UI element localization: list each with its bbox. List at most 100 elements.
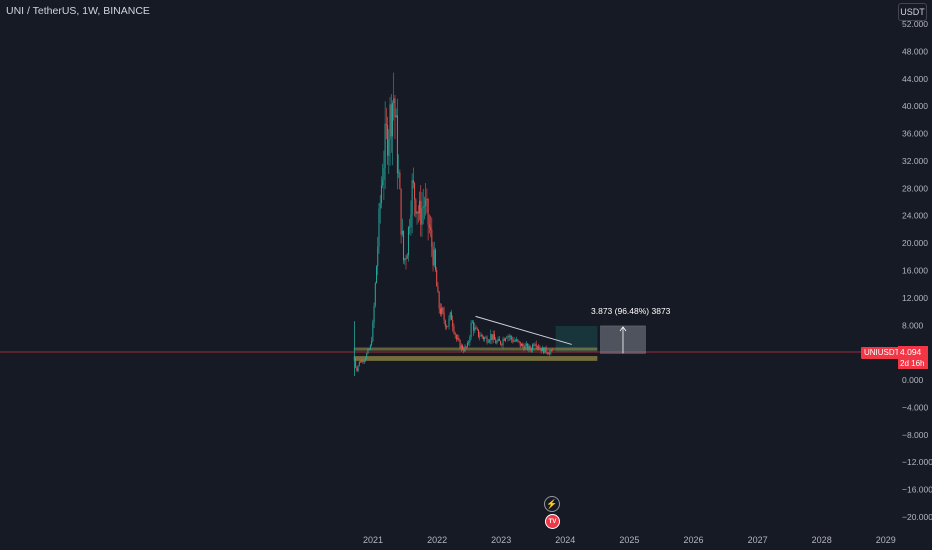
candle — [376, 265, 378, 284]
candle — [430, 215, 432, 238]
candle-body — [403, 230, 405, 261]
candle-body — [356, 367, 358, 371]
candle-body — [394, 98, 396, 118]
candle — [519, 341, 521, 348]
price-axis[interactable]: 52.000 48.000 44.000 40.000 36.000 32.000 28.0… — [902, 19, 932, 522]
candle-body — [441, 307, 443, 315]
time-axis[interactable]: 2021 2022 2023 2024 2025 2026 2027 2028 2029 — [363, 535, 896, 545]
candle-body — [479, 336, 481, 338]
candle-body — [493, 334, 495, 340]
candle-body — [384, 123, 386, 169]
candle-body — [486, 337, 488, 343]
candle — [425, 182, 427, 216]
candle — [450, 309, 452, 321]
candle-body — [541, 347, 543, 352]
currency-badge[interactable]: USDT — [898, 3, 927, 21]
candle — [358, 361, 360, 367]
x-tick-label: 2023 — [491, 535, 511, 545]
candle — [427, 198, 429, 241]
y-tick-label: 8.000 — [902, 320, 924, 330]
candle-body — [492, 334, 494, 340]
candle-body — [524, 345, 526, 350]
x-tick-label: 2027 — [748, 535, 768, 545]
y-tick-label: 12.000 — [902, 293, 928, 303]
candle — [455, 333, 457, 342]
x-tick-label: 2025 — [619, 535, 639, 545]
x-tick-label: 2026 — [683, 535, 703, 545]
candle-body — [523, 346, 525, 350]
candle-body — [458, 338, 460, 341]
candle — [491, 334, 493, 344]
candle-body — [382, 180, 384, 186]
candle-body — [539, 347, 541, 349]
candle-body — [551, 349, 553, 352]
candle-body — [372, 322, 374, 341]
drawing-layer — [0, 315, 897, 361]
flash-icon[interactable]: ⚡ — [544, 496, 560, 512]
candle-body — [428, 224, 430, 228]
candle-body — [464, 346, 466, 352]
candle-body — [509, 336, 511, 338]
y-tick-label: −12.000 — [902, 457, 932, 467]
candle-body — [471, 322, 473, 324]
candle-body — [378, 208, 380, 247]
candle-body — [484, 337, 486, 340]
candle-body — [508, 336, 510, 337]
candle-body — [476, 328, 478, 330]
candle-body — [431, 229, 433, 247]
candle — [535, 340, 537, 350]
candle — [426, 188, 428, 214]
candle-body — [500, 340, 502, 345]
candle — [481, 333, 483, 340]
candle — [431, 217, 433, 258]
candle-body — [414, 183, 416, 200]
candle — [538, 343, 540, 351]
candle-body — [401, 230, 403, 235]
candle-body — [439, 308, 441, 315]
tradingview-logo-icon[interactable]: TV — [545, 514, 560, 529]
candle — [551, 347, 553, 352]
candle-body — [442, 307, 444, 313]
candle — [513, 337, 515, 343]
candle-body — [491, 334, 493, 340]
candle — [548, 352, 550, 355]
candle — [498, 336, 500, 342]
candle — [355, 357, 357, 369]
candle-body — [404, 258, 406, 261]
candle-body — [417, 211, 419, 214]
candle-body — [528, 345, 530, 350]
candle-body — [432, 246, 434, 266]
candle — [496, 339, 498, 345]
candle-body — [511, 336, 513, 340]
candle-body — [477, 329, 479, 337]
candle — [469, 335, 471, 347]
candle-body — [391, 103, 393, 137]
candle — [485, 335, 487, 339]
candle — [446, 324, 448, 330]
candle — [484, 336, 486, 342]
candle — [509, 334, 511, 341]
candle-body — [415, 199, 417, 214]
candle-body — [426, 199, 428, 201]
candle-body — [420, 200, 422, 225]
x-tick-label: 2021 — [363, 535, 383, 545]
candle-body — [498, 338, 500, 341]
candle-body — [497, 338, 499, 342]
candle-body — [480, 334, 482, 337]
candle — [378, 202, 380, 254]
candle-body — [398, 172, 400, 174]
candle-body — [454, 332, 456, 335]
candle-body — [496, 341, 498, 344]
support-zone — [353, 356, 598, 361]
x-tick-label: 2022 — [427, 535, 447, 545]
candle-body — [518, 340, 520, 342]
candle — [453, 323, 455, 335]
candle-body — [430, 227, 432, 230]
candle — [522, 342, 524, 349]
candle-body — [462, 345, 464, 350]
symbol-title: UNI / TetherUS, 1W, BINANCE — [6, 5, 150, 17]
candle-body — [444, 320, 446, 327]
candle-body — [538, 346, 540, 348]
candle-body — [489, 340, 491, 342]
